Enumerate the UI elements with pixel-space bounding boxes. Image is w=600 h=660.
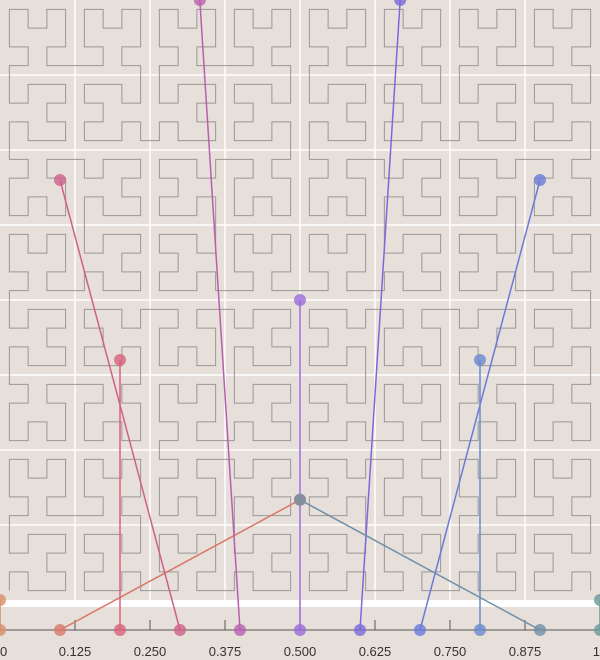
x-tick-label: 0.125 bbox=[59, 644, 92, 659]
x-tick-label: 0.875 bbox=[509, 644, 542, 659]
link-line bbox=[199, 0, 241, 631]
link-line bbox=[59, 179, 181, 631]
curve-point bbox=[193, 0, 206, 6]
curve-point bbox=[474, 354, 486, 366]
x-tick-label: 0.750 bbox=[434, 644, 467, 659]
axis-point bbox=[294, 624, 306, 636]
axis-point bbox=[534, 624, 546, 636]
curve-point bbox=[0, 594, 6, 606]
curve-point bbox=[54, 174, 66, 186]
curve-point bbox=[294, 294, 306, 306]
x-tick-label: 0.625 bbox=[359, 644, 392, 659]
link-line bbox=[299, 499, 541, 631]
x-tick-label: 0.500 bbox=[284, 644, 317, 659]
curve-point bbox=[594, 594, 600, 606]
axis-point bbox=[114, 624, 126, 636]
link-line bbox=[59, 499, 301, 631]
curve-point bbox=[394, 0, 407, 6]
x-tick-label: 1 bbox=[593, 644, 600, 659]
axis-point bbox=[234, 624, 246, 636]
axis-point bbox=[354, 624, 366, 636]
x-tick-label: 0 bbox=[0, 644, 7, 659]
axis-point bbox=[54, 624, 66, 636]
axis-point bbox=[0, 624, 6, 636]
axis-point bbox=[174, 624, 186, 636]
x-tick-label: 0.250 bbox=[134, 644, 167, 659]
axis-point bbox=[414, 624, 426, 636]
hilbert-curve bbox=[8, 8, 592, 592]
curve-point bbox=[534, 174, 546, 186]
curve-point bbox=[114, 354, 126, 366]
axis-point bbox=[474, 624, 486, 636]
link-line bbox=[359, 0, 401, 631]
x-tick-label: 0.375 bbox=[209, 644, 242, 659]
curve-point bbox=[294, 493, 306, 506]
axis-point bbox=[594, 624, 600, 636]
